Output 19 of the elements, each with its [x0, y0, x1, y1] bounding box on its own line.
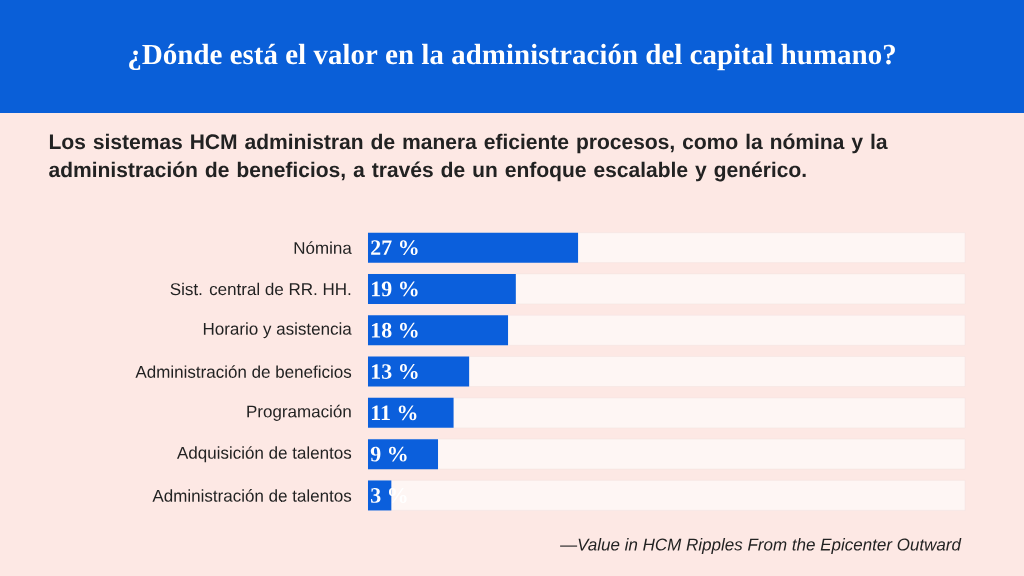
chart-subtitle: Los sistemas HCM administran de manera eficiente procesos, como la nómina y la administración de beneficios, a través de un enfoque escalable y genérico. — [49, 133, 888, 182]
data-label: 18 % — [371, 322, 418, 338]
data-label: 19 % — [371, 281, 418, 297]
y-tick-label: Administración de beneficios — [135, 365, 352, 378]
y-tick-label: Administración de talentos — [152, 489, 352, 502]
chart-title: ¿Dónde está el valor en la administración del capital humano? — [129, 43, 895, 71]
y-tick-label: Horario y asistencia — [203, 322, 352, 339]
data-label: 11 % — [371, 405, 417, 421]
y-tick-label: Nómina — [294, 241, 352, 255]
bar — [368, 273, 516, 304]
text: —Value in HCM Ripples From the Epicenter Outward — [560, 538, 962, 554]
data-label: 13 % — [371, 364, 418, 380]
y-tick-label: Sist. central de RR. HH. — [170, 282, 351, 296]
data-label: 27 % — [371, 240, 418, 256]
y-tick-label: Adquisición de talentos — [176, 446, 352, 463]
bar — [368, 315, 509, 346]
y-tick-label: Programación — [247, 404, 351, 421]
bar — [368, 356, 470, 387]
bar — [368, 397, 454, 428]
